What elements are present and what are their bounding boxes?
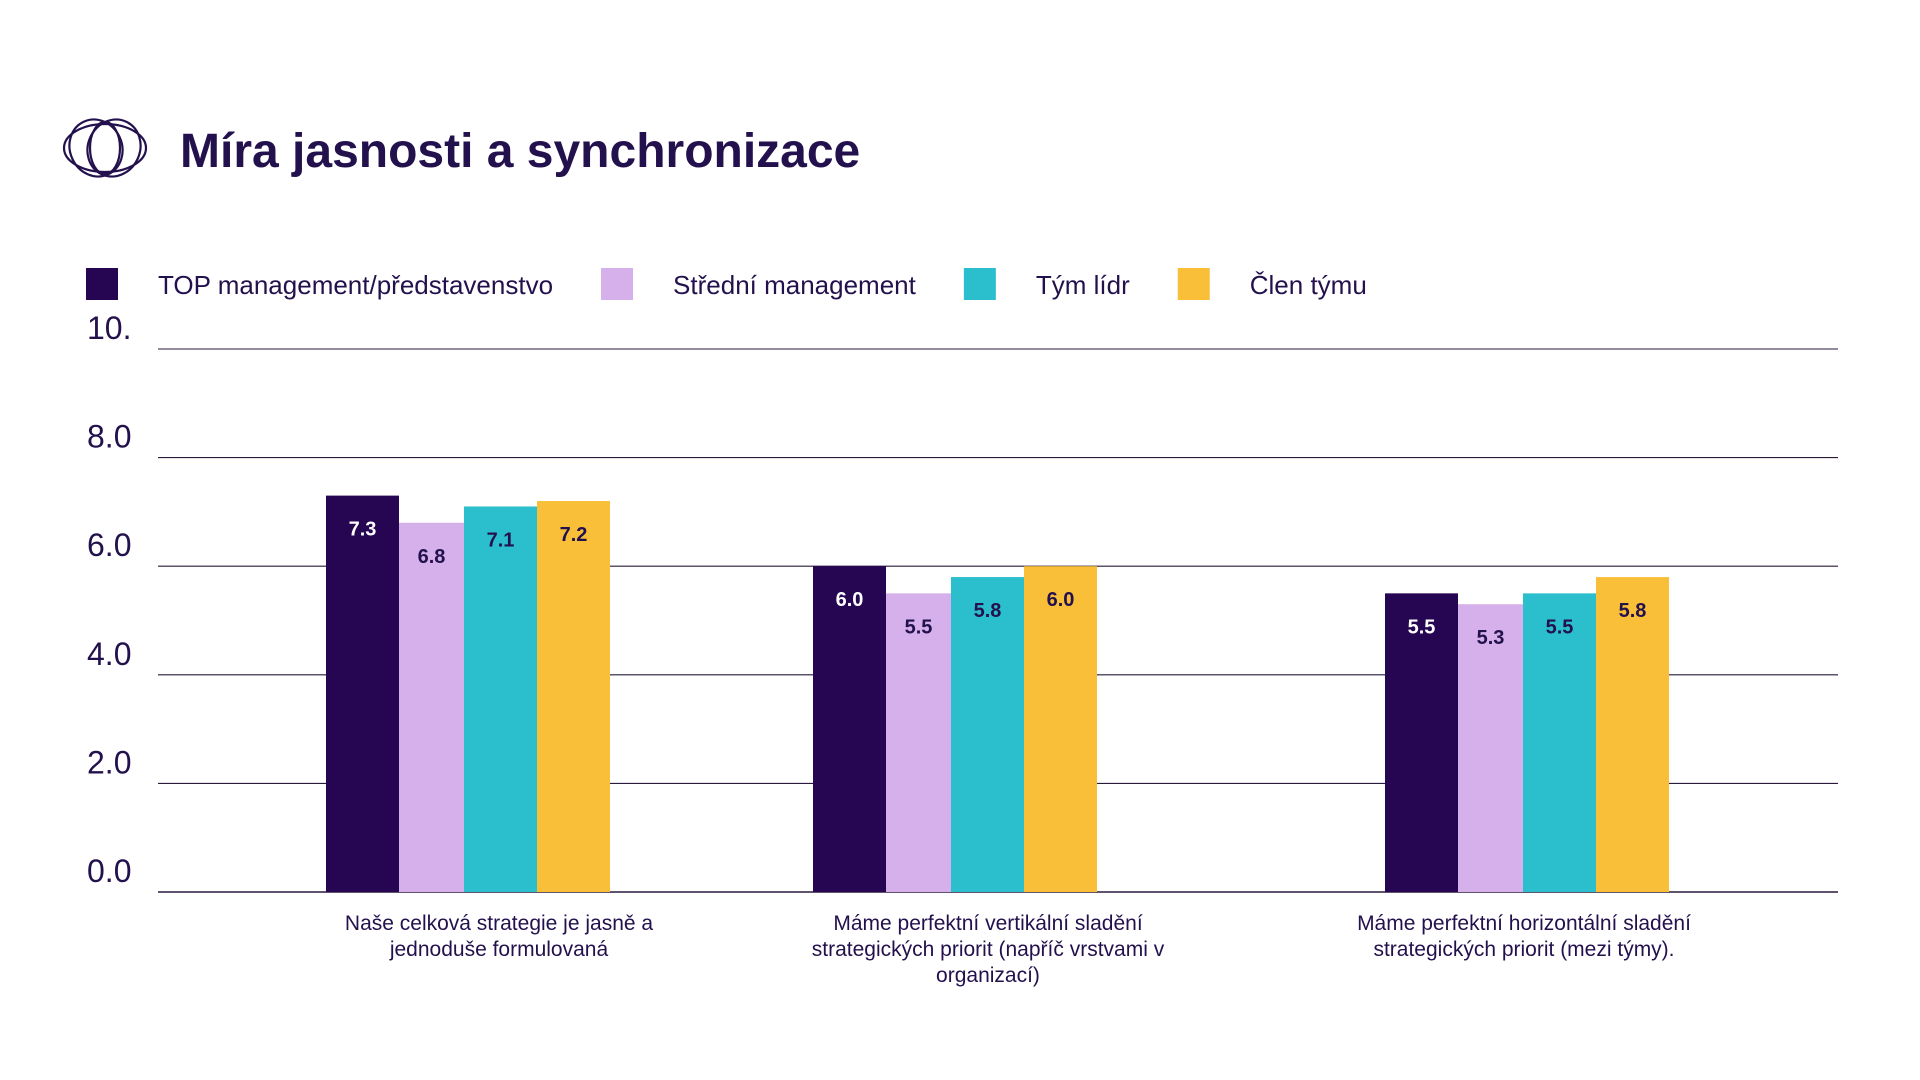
legend: TOP management/představenstvo Střední man… xyxy=(86,268,1367,300)
bar-value-label: 6.8 xyxy=(418,546,446,568)
legend-swatch xyxy=(601,268,634,300)
legend-swatch xyxy=(1177,268,1210,300)
bar-value-label: 5.5 xyxy=(905,616,933,638)
legend-label: TOP management/představenstvo xyxy=(158,270,553,300)
bar-value-label: 6.0 xyxy=(1047,589,1075,611)
y-tick-label: 4.0 xyxy=(87,636,131,672)
bar xyxy=(813,566,886,892)
y-tick-label: 8.0 xyxy=(87,419,131,455)
bar xyxy=(886,593,951,892)
legend-label: Člen týmu xyxy=(1250,270,1367,300)
legend-swatch xyxy=(963,268,996,300)
y-tick-label: 0.0 xyxy=(87,853,131,889)
bar xyxy=(1523,593,1596,892)
bar-value-label: 7.2 xyxy=(560,524,588,546)
chart-title: Míra jasnosti a synchronizace xyxy=(180,125,860,178)
y-tick-label: 10. xyxy=(87,310,131,346)
bar xyxy=(951,577,1024,892)
bar xyxy=(1024,566,1097,892)
bars xyxy=(326,495,1669,892)
bar xyxy=(1458,604,1523,892)
bar xyxy=(464,506,537,892)
bar xyxy=(326,495,399,892)
legend-label: Tým lídr xyxy=(1036,270,1130,300)
bar-value-label: 5.5 xyxy=(1408,616,1436,638)
bar-value-label: 7.1 xyxy=(487,529,515,551)
bar-value-label: 5.5 xyxy=(1546,616,1574,638)
x-category-label: Máme perfektní vertikální sladění strateg… xyxy=(812,912,1165,987)
bar xyxy=(537,501,610,892)
bar xyxy=(1385,593,1458,892)
bar-value-label: 5.8 xyxy=(1619,600,1647,622)
legend-swatch xyxy=(86,268,118,300)
bar xyxy=(1596,577,1669,892)
y-tick-label: 2.0 xyxy=(87,744,131,780)
y-tick-label: 6.0 xyxy=(87,527,131,563)
legend-label: Střední management xyxy=(673,270,917,300)
bar-labels: 7.3 6.8 7.1 7.2 6.0 5.5 5.8 6.0 5.5 5.3 5.5 5.8 xyxy=(349,519,1647,650)
bar-value-label: 5.8 xyxy=(974,600,1002,622)
logo-icon xyxy=(62,118,148,178)
bar-value-label: 5.3 xyxy=(1477,627,1505,649)
bar-value-label: 6.0 xyxy=(836,589,864,611)
x-axis: Naše celková strategie je jasně a jednodu… xyxy=(345,912,1691,987)
bar xyxy=(399,522,464,892)
x-category-label: Máme perfektní horizontální sladění strat… xyxy=(1357,912,1691,961)
bar-value-label: 7.3 xyxy=(349,519,377,541)
y-axis: 0.0 2.0 4.0 6.0 8.0 10. xyxy=(87,310,131,889)
x-category-label: Naše celková strategie je jasně a jednodu… xyxy=(345,912,653,961)
